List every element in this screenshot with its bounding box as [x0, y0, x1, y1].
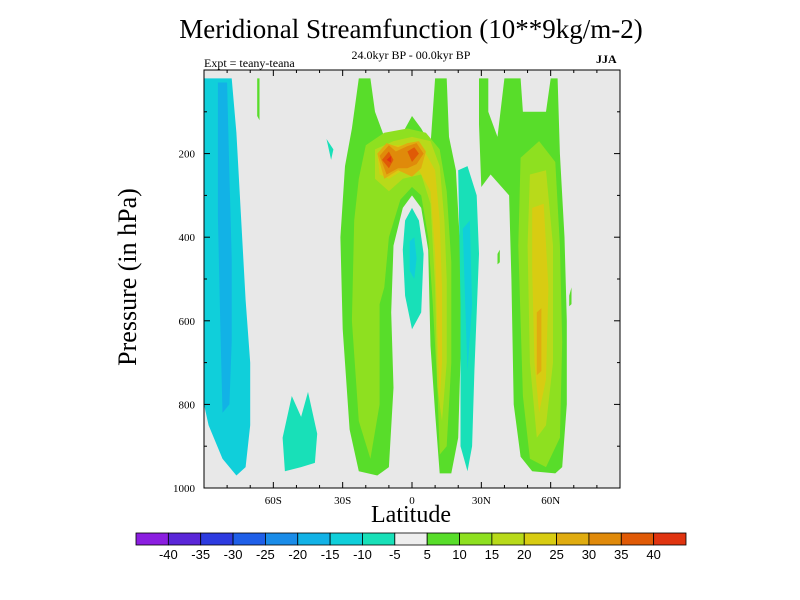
y-axis-ticks: 200 400 600 800 1000	[173, 111, 620, 495]
colorbar-swatch	[362, 532, 396, 546]
contour-nh-positive-25	[536, 308, 542, 376]
colorbar-label: 5	[424, 547, 431, 562]
colorbar-swatch	[588, 532, 622, 546]
colorbar-label: -40	[159, 547, 178, 562]
y-tick-label: 400	[179, 232, 196, 244]
contour-sh-polar-core	[217, 82, 232, 413]
experiment-label: Expt = teany-teana	[204, 56, 295, 70]
colorbar-label: -5	[389, 547, 401, 562]
colorbar-swatch	[297, 532, 331, 546]
colorbar-label: -25	[256, 547, 275, 562]
contour-nh-negative-core	[462, 220, 473, 371]
colorbar-swatch	[329, 532, 363, 546]
colorbar-label: -15	[321, 547, 340, 562]
contour-tropical-cell-negative-core	[409, 237, 417, 279]
y-tick-label: 800	[179, 399, 196, 411]
colorbar-swatch	[556, 532, 590, 546]
colorbar-label: 30	[582, 547, 596, 562]
colorbar-label: 40	[646, 547, 660, 562]
y-tick-label: 600	[179, 316, 196, 328]
x-axis-ticks: 60S 30S 0 30N 60N	[226, 70, 598, 507]
contour-nh-fleck-2	[569, 287, 572, 307]
chart-subtitle: 24.0kyr BP - 00.0kyr BP	[351, 48, 471, 62]
colorbar-swatch	[232, 532, 266, 546]
y-tick-label: 200	[179, 149, 196, 161]
x-tick-label: 30S	[334, 495, 351, 507]
contour-regions	[204, 78, 572, 476]
colorbar-swatch	[394, 532, 428, 546]
contour-tropical-10	[351, 128, 452, 459]
season-label: JJA	[596, 52, 617, 66]
colorbar-swatch	[200, 532, 234, 546]
colorbar-label: 15	[485, 547, 499, 562]
x-tick-label: 60S	[265, 495, 282, 507]
chart-title: Meridional Streamfunction (10**9kg/m-2)	[179, 14, 643, 44]
contour-sh-stripe	[257, 78, 260, 121]
colorbar-label: 35	[614, 547, 628, 562]
contour-sh-fleck	[326, 139, 334, 160]
colorbar-swatch	[135, 532, 169, 546]
colorbar-swatch	[459, 532, 493, 546]
colorbar-label: 25	[549, 547, 563, 562]
colorbar-label: -30	[224, 547, 243, 562]
colorbar-swatch	[167, 532, 202, 546]
colorbar-swatch	[426, 532, 460, 546]
colorbar: -40 -35 -30 -25 -20 -15 -10 -5 5 10 15 20 25 30 35 40	[135, 532, 687, 562]
colorbar-swatch	[523, 532, 557, 546]
x-tick-label: 0	[409, 495, 415, 507]
contour-nh-positive-20	[532, 203, 549, 413]
contour-jet-40	[386, 155, 392, 163]
x-axis-label: Latitude	[371, 502, 451, 528]
colorbar-label: 20	[517, 547, 531, 562]
colorbar-label: 10	[452, 547, 466, 562]
colorbar-label: -35	[191, 547, 210, 562]
contour-nh-fleck	[497, 249, 500, 265]
colorbar-swatch	[620, 532, 655, 546]
colorbar-swatch	[491, 532, 525, 546]
x-tick-label: 30N	[472, 495, 491, 507]
contour-jet-35-right	[407, 147, 419, 162]
colorbar-swatch	[653, 532, 687, 546]
y-tick-label: 1000	[173, 483, 196, 495]
colorbar-label: -10	[353, 547, 372, 562]
colorbar-swatch	[265, 532, 299, 546]
contour-sh-blob	[282, 391, 318, 472]
x-tick-label: 60N	[541, 495, 560, 507]
colorbar-label: -20	[288, 547, 307, 562]
